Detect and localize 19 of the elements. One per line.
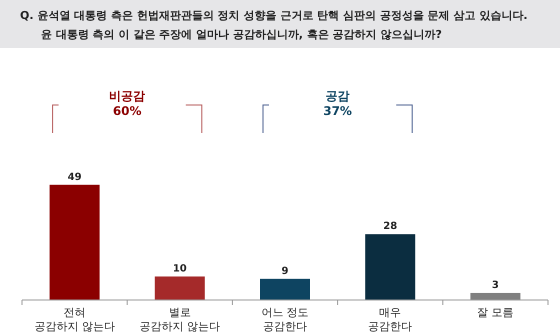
chart-title: Q. 윤석열 대통령 측은 헌법재판관들의 정치 성향을 근거로 탄핵 심판의 공정성을 문제 삼고 있습니다. xyxy=(20,9,528,22)
chart-subtitle: 윤 대통령 측의 이 같은 주장에 얼마나 공감하십니까, 혹은 공감하지 않으십니까? xyxy=(41,28,442,41)
bar xyxy=(154,276,205,300)
x-tick-label: 어느 정도 공감한다 xyxy=(261,306,309,333)
data-label: 10 xyxy=(172,263,187,274)
text: 공감 37% xyxy=(323,89,352,118)
bar xyxy=(365,234,416,300)
data-label: 3 xyxy=(492,280,499,291)
x-tick-label: 별로 공감하지 않는다 xyxy=(140,306,220,333)
bar xyxy=(50,184,100,300)
bar xyxy=(470,292,520,300)
x-tick-label: 전혀 공감하지 않는다 xyxy=(34,306,115,333)
x-tick-label: 잘 모름 xyxy=(477,306,514,319)
bar xyxy=(260,278,310,300)
x-tick-label: 매우 공감한다 xyxy=(368,306,412,333)
text: 비공감 60% xyxy=(109,89,146,118)
data-label: 28 xyxy=(383,221,398,232)
data-label: 49 xyxy=(68,172,82,183)
data-label: 9 xyxy=(282,266,289,277)
